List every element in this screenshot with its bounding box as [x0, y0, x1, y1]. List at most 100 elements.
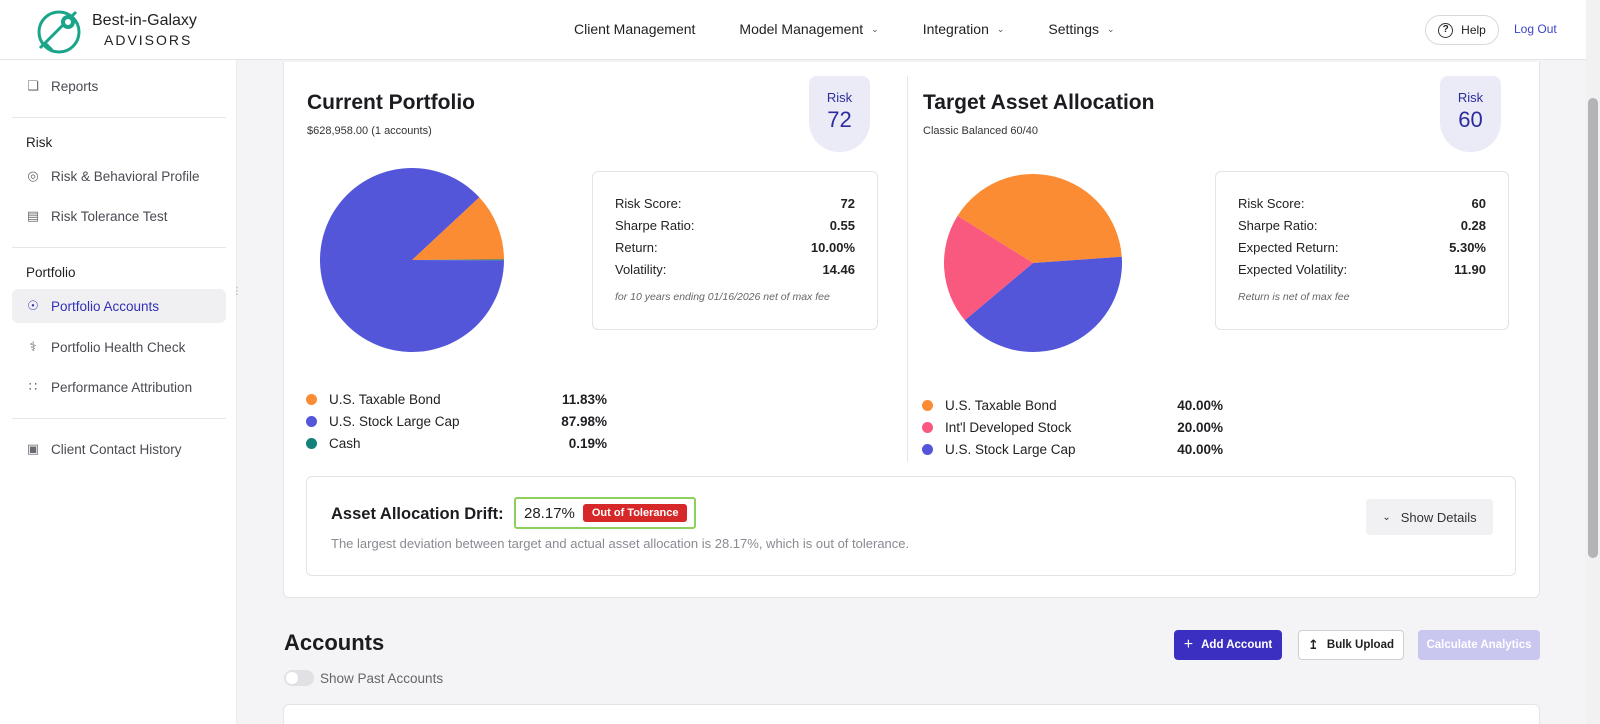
- target-risk-badge: Risk 60: [1440, 76, 1501, 152]
- legend-value: 40.00%: [1177, 442, 1223, 457]
- pie-slice-u-s-taxable-bond[interactable]: [412, 197, 504, 260]
- chevron-down-icon: ⌄: [871, 23, 879, 34]
- legend-label: U.S. Stock Large Cap: [945, 442, 1076, 457]
- legend-value: 20.00%: [1177, 420, 1223, 435]
- page-scrollbar-thumb[interactable]: [1588, 98, 1598, 558]
- brand-tagline: ADVISORS: [104, 32, 193, 49]
- nav-label: Settings: [1048, 21, 1100, 37]
- sidebar-item-portfolio-accounts[interactable]: ☉ Portfolio Accounts: [12, 289, 226, 323]
- stat-row: Expected Return: 5.30%: [1238, 240, 1486, 255]
- legend-swatch: [922, 444, 933, 455]
- show-past-accounts-toggle-row: Show Past Accounts: [284, 670, 443, 686]
- sidebar-item-label: Portfolio Accounts: [51, 298, 160, 314]
- legend-item: U.S. Taxable Bond: [306, 392, 441, 407]
- sidebar-item-label: Risk Tolerance Test: [51, 208, 168, 224]
- bulk-upload-button[interactable]: ↥ Bulk Upload: [1298, 630, 1404, 660]
- pie-slice-u-s-stock-large-cap[interactable]: [964, 256, 1122, 352]
- sidebar-item-label: Client Contact History: [51, 441, 182, 457]
- legend-item: Int'l Developed Stock: [922, 420, 1071, 435]
- sidebar-resize-handle[interactable]: ⋮: [232, 286, 242, 297]
- risk-badge-value: 60: [1458, 107, 1483, 132]
- legend-item: U.S. Taxable Bond: [922, 398, 1057, 413]
- show-details-label: Show Details: [1400, 509, 1477, 525]
- legend-swatch: [306, 394, 317, 405]
- stats-footnote: Return is net of max fee: [1238, 291, 1350, 303]
- calculate-analytics-button[interactable]: Calculate Analytics: [1418, 630, 1540, 660]
- legend-value: 11.83%: [561, 392, 607, 407]
- sidebar-item-risk-tolerance-test[interactable]: ▤ Risk Tolerance Test: [12, 199, 226, 233]
- target-allocation-pie-chart: [944, 174, 1122, 352]
- legend-value: 87.98%: [561, 414, 607, 429]
- stat-row: Risk Score: 60: [1238, 196, 1486, 211]
- show-details-button[interactable]: ⌄ Show Details: [1366, 499, 1493, 535]
- legend-label: U.S. Taxable Bond: [945, 398, 1057, 413]
- accounts-table: [283, 704, 1540, 724]
- nav-client-management[interactable]: Client Management: [574, 21, 695, 37]
- current-portfolio-pie-chart: [320, 168, 504, 352]
- stat-label: Sharpe Ratio:: [1238, 218, 1318, 233]
- legend-item: U.S. Stock Large Cap: [922, 442, 1076, 457]
- stat-label: Volatility:: [615, 262, 667, 277]
- stat-value: 14.46: [822, 262, 855, 277]
- sidebar-divider: [12, 117, 226, 118]
- sidebar-item-client-contact-history[interactable]: ▣ Client Contact History: [12, 432, 226, 466]
- nav-label: Model Management: [739, 21, 864, 37]
- stat-label: Risk Score:: [1238, 196, 1305, 211]
- pie-slice-cash[interactable]: [412, 259, 504, 261]
- show-past-accounts-toggle[interactable]: [284, 670, 314, 686]
- sidebar-item-performance-attribution[interactable]: ∷ Performance Attribution: [12, 370, 226, 404]
- stat-value: 0.55: [829, 218, 855, 233]
- stat-label: Expected Volatility:: [1238, 262, 1348, 277]
- bar-chart-icon: ▤: [26, 208, 40, 223]
- legend-swatch: [922, 400, 933, 411]
- nav-integration[interactable]: Integration ⌄: [923, 21, 1005, 37]
- sidebar-item-reports[interactable]: ❏ Reports: [12, 69, 226, 103]
- target-icon: ◎: [27, 168, 39, 183]
- upload-icon: ↥: [1308, 637, 1319, 652]
- stat-label: Risk Score:: [615, 196, 682, 211]
- stat-row: Risk Score: 72: [615, 196, 855, 211]
- sidebar-header-portfolio: Portfolio: [26, 265, 76, 280]
- button-label: Add Account: [1201, 639, 1273, 651]
- current-risk-badge: Risk 72: [809, 76, 870, 152]
- help-button[interactable]: ? Help: [1425, 15, 1499, 45]
- scatter-chart-icon: ∷: [28, 379, 38, 394]
- legend-swatch: [306, 438, 317, 449]
- target-allocation-title: Target Asset Allocation: [923, 91, 1155, 114]
- legend-item: Cash: [306, 436, 361, 451]
- stat-label: Expected Return:: [1238, 240, 1339, 255]
- sidebar-item-portfolio-health-check[interactable]: ⚕ Portfolio Health Check: [12, 330, 226, 364]
- brand-logo[interactable]: Best-in-Galaxy ADVISORS: [32, 4, 197, 56]
- pie-slice-int-l-developed-stock[interactable]: [944, 215, 1033, 321]
- nav-model-management[interactable]: Model Management ⌄: [739, 21, 878, 37]
- stat-value: 11.90: [1454, 262, 1486, 277]
- current-portfolio-subtitle: $628,958.00 (1 accounts): [307, 125, 432, 137]
- logout-link[interactable]: Log Out: [1514, 22, 1557, 36]
- stat-value: 0.28: [1460, 218, 1486, 233]
- stat-row: Sharpe Ratio: 0.55: [615, 218, 855, 233]
- risk-badge-label: Risk: [1457, 90, 1484, 105]
- stat-value: 72: [840, 196, 855, 211]
- legend-value: 40.00%: [1177, 398, 1223, 413]
- pie-slice-u-s-taxable-bond[interactable]: [957, 174, 1122, 263]
- drift-description: The largest deviation between target and…: [331, 536, 910, 551]
- current-stats-box: Risk Score: 72 Sharpe Ratio: 0.55 Return: 1…: [592, 171, 878, 330]
- nav-label: Client Management: [574, 21, 696, 37]
- add-account-button[interactable]: + Add Account: [1174, 630, 1282, 660]
- pie-slice-u-s-stock-large-cap[interactable]: [320, 168, 504, 352]
- drift-title: Asset Allocation Drift:: [331, 505, 504, 523]
- stat-label: Return:: [615, 240, 658, 255]
- sidebar-item-risk-behavioral-profile[interactable]: ◎ Risk & Behavioral Profile: [12, 159, 226, 193]
- reports-icon: ❏: [27, 78, 39, 93]
- current-portfolio-title: Current Portfolio: [307, 91, 475, 114]
- sidebar-item-label: Portfolio Health Check: [51, 339, 186, 355]
- target-stats-box: Risk Score: 60 Sharpe Ratio: 0.28 Expected…: [1215, 171, 1509, 330]
- sidebar-item-label: Reports: [51, 78, 99, 94]
- sidebar: ❏ Reports Risk ◎ Risk & Behavioral Profi…: [0, 60, 242, 724]
- drift-value: 28.17%: [524, 504, 575, 522]
- legend-label: Cash: [329, 436, 361, 451]
- nav-settings[interactable]: Settings ⌄: [1048, 21, 1114, 37]
- legend-swatch: [306, 416, 317, 427]
- chevron-down-icon: ⌄: [996, 23, 1005, 34]
